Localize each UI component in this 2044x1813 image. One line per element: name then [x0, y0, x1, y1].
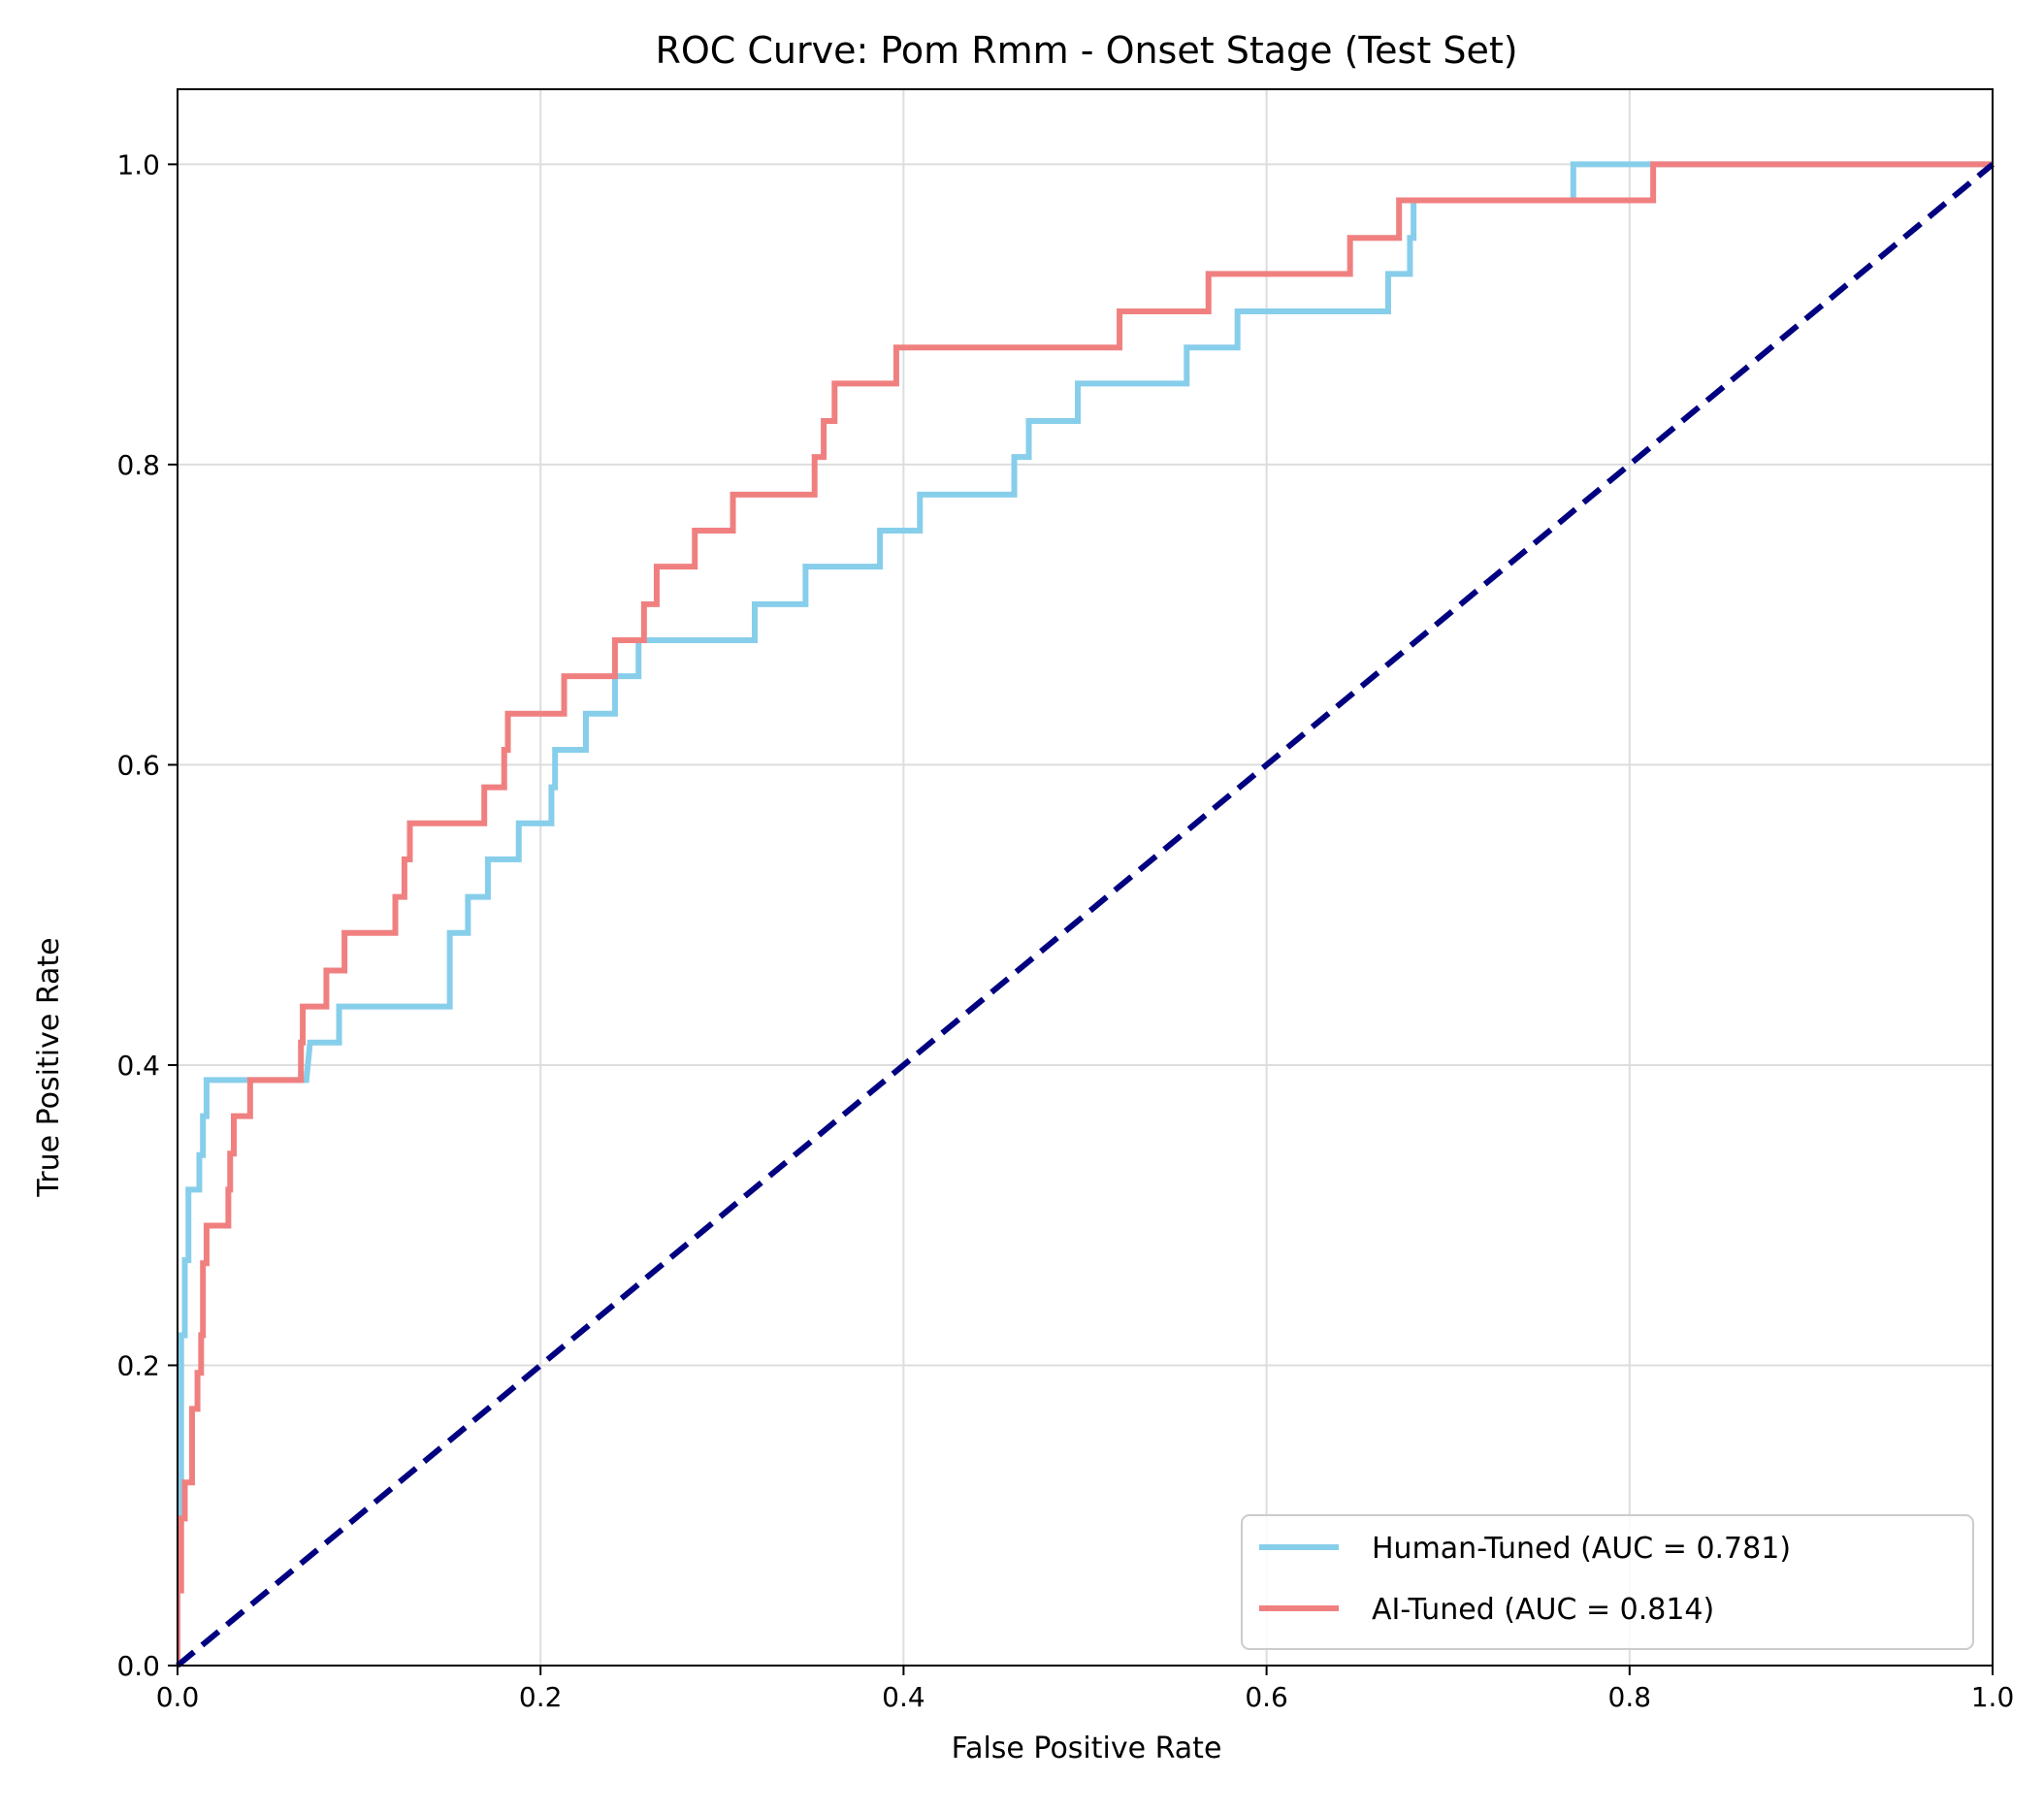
x-tick-label: 0.6	[1245, 1681, 1288, 1713]
x-axis-title: False Positive Rate	[952, 1732, 1222, 1765]
x-tick-label: 0.4	[882, 1681, 925, 1713]
axis-ticks: 0.0 0.2 0.4 0.6 0.8 1.0 0.0 0.2 0.4 0.6 0.8 1.0	[116, 148, 2014, 1713]
y-tick-label: 0.2	[116, 1349, 160, 1381]
chart-title: ROC Curve: Pom Rmm - Onset Stage (Test S…	[655, 29, 1517, 72]
y-tick-label: 0.8	[116, 449, 160, 481]
chance-diagonal	[176, 162, 1995, 1668]
y-tick-label: 0.6	[116, 749, 160, 781]
x-tick-label: 0.2	[519, 1681, 563, 1713]
legend: Human-Tuned (AUC = 0.781) AI-Tuned (AUC …	[1241, 1514, 1974, 1650]
x-tick-label: 1.0	[1971, 1681, 2015, 1713]
y-tick-label: 1.0	[116, 148, 160, 180]
plot-area	[176, 161, 1995, 1668]
plot-frame	[177, 88, 1994, 1667]
legend-label-ai-tuned: AI-Tuned (AUC = 0.814)	[1372, 1593, 1714, 1627]
x-tick-label: 0.0	[156, 1681, 200, 1713]
y-tick-label: 0.4	[116, 1050, 160, 1082]
legend-box	[1241, 1514, 1974, 1650]
legend-label-human-tuned: Human-Tuned (AUC = 0.781)	[1372, 1532, 1791, 1566]
x-tick-label: 0.8	[1608, 1681, 1652, 1713]
series-line-ai-tuned	[178, 161, 1993, 1666]
series-line-human-tuned	[178, 161, 1993, 1666]
grid	[177, 89, 1994, 1667]
y-axis-title: True Positive Rate	[32, 937, 66, 1197]
y-tick-label: 0.0	[116, 1650, 160, 1682]
